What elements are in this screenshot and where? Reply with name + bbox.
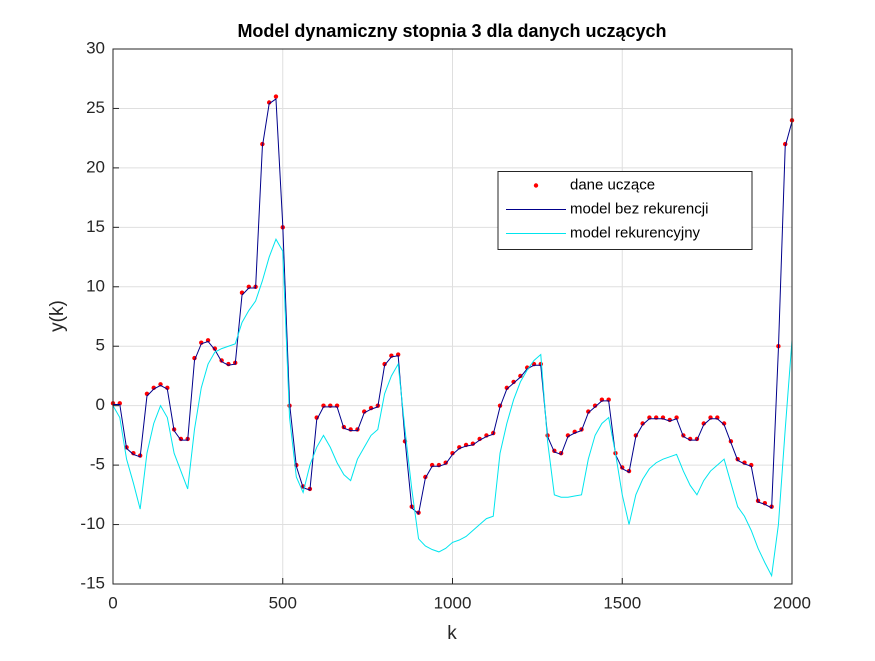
data-point bbox=[504, 385, 510, 391]
x-tick-label: 1500 bbox=[603, 593, 641, 612]
y-axis-label: y(k) bbox=[47, 300, 68, 332]
legend-symbol bbox=[533, 183, 539, 188]
data-point bbox=[640, 421, 645, 426]
y-tick-label: 10 bbox=[86, 276, 105, 295]
data-point bbox=[144, 391, 150, 396]
data-point bbox=[450, 451, 455, 456]
legend: dane uczące model bez rekurencji model rek… bbox=[497, 171, 753, 250]
data-point bbox=[273, 94, 279, 99]
legend-label: dane uczące bbox=[570, 176, 655, 193]
y-tick-label: -5 bbox=[90, 455, 105, 474]
ticks: 0 500 1000 1500 2000 -15 -10 -5 0 5 10 15 20 25 30 bbox=[80, 38, 810, 612]
plot-area bbox=[110, 94, 795, 578]
chart-title: Model dynamiczny stopnia 3 dla danych uc… bbox=[237, 21, 666, 41]
data-point bbox=[518, 373, 523, 379]
data-point bbox=[586, 409, 591, 414]
data-point bbox=[382, 361, 387, 367]
y-tick-label: -10 bbox=[80, 514, 105, 533]
x-tick-label: 1000 bbox=[434, 593, 472, 612]
series-line bbox=[113, 98, 793, 515]
data-point bbox=[721, 421, 727, 426]
data-point bbox=[511, 379, 516, 385]
x-tick-label: 0 bbox=[108, 593, 117, 612]
x-axis-label: k bbox=[447, 623, 457, 644]
y-tick-label: 25 bbox=[86, 98, 105, 117]
x-tick-label: 2000 bbox=[773, 593, 811, 612]
y-tick-label: 0 bbox=[96, 395, 105, 414]
legend-label: model bez rekurencji bbox=[570, 200, 708, 217]
y-tick-label: 30 bbox=[86, 38, 105, 57]
legend-label: model rekurencyjny bbox=[570, 224, 701, 241]
y-tick-label: -15 bbox=[80, 573, 105, 592]
series-line bbox=[112, 238, 793, 578]
data-point bbox=[701, 421, 706, 426]
data-point bbox=[239, 290, 245, 295]
y-tick-label: 15 bbox=[86, 217, 105, 236]
data-point bbox=[266, 100, 272, 105]
data-point bbox=[212, 346, 218, 351]
data-point bbox=[592, 403, 598, 408]
y-tick-label: 20 bbox=[86, 157, 105, 176]
data-point bbox=[158, 382, 163, 387]
x-tick-label: 500 bbox=[269, 593, 297, 612]
y-tick-label: 5 bbox=[96, 336, 105, 355]
legend-box bbox=[497, 171, 753, 250]
